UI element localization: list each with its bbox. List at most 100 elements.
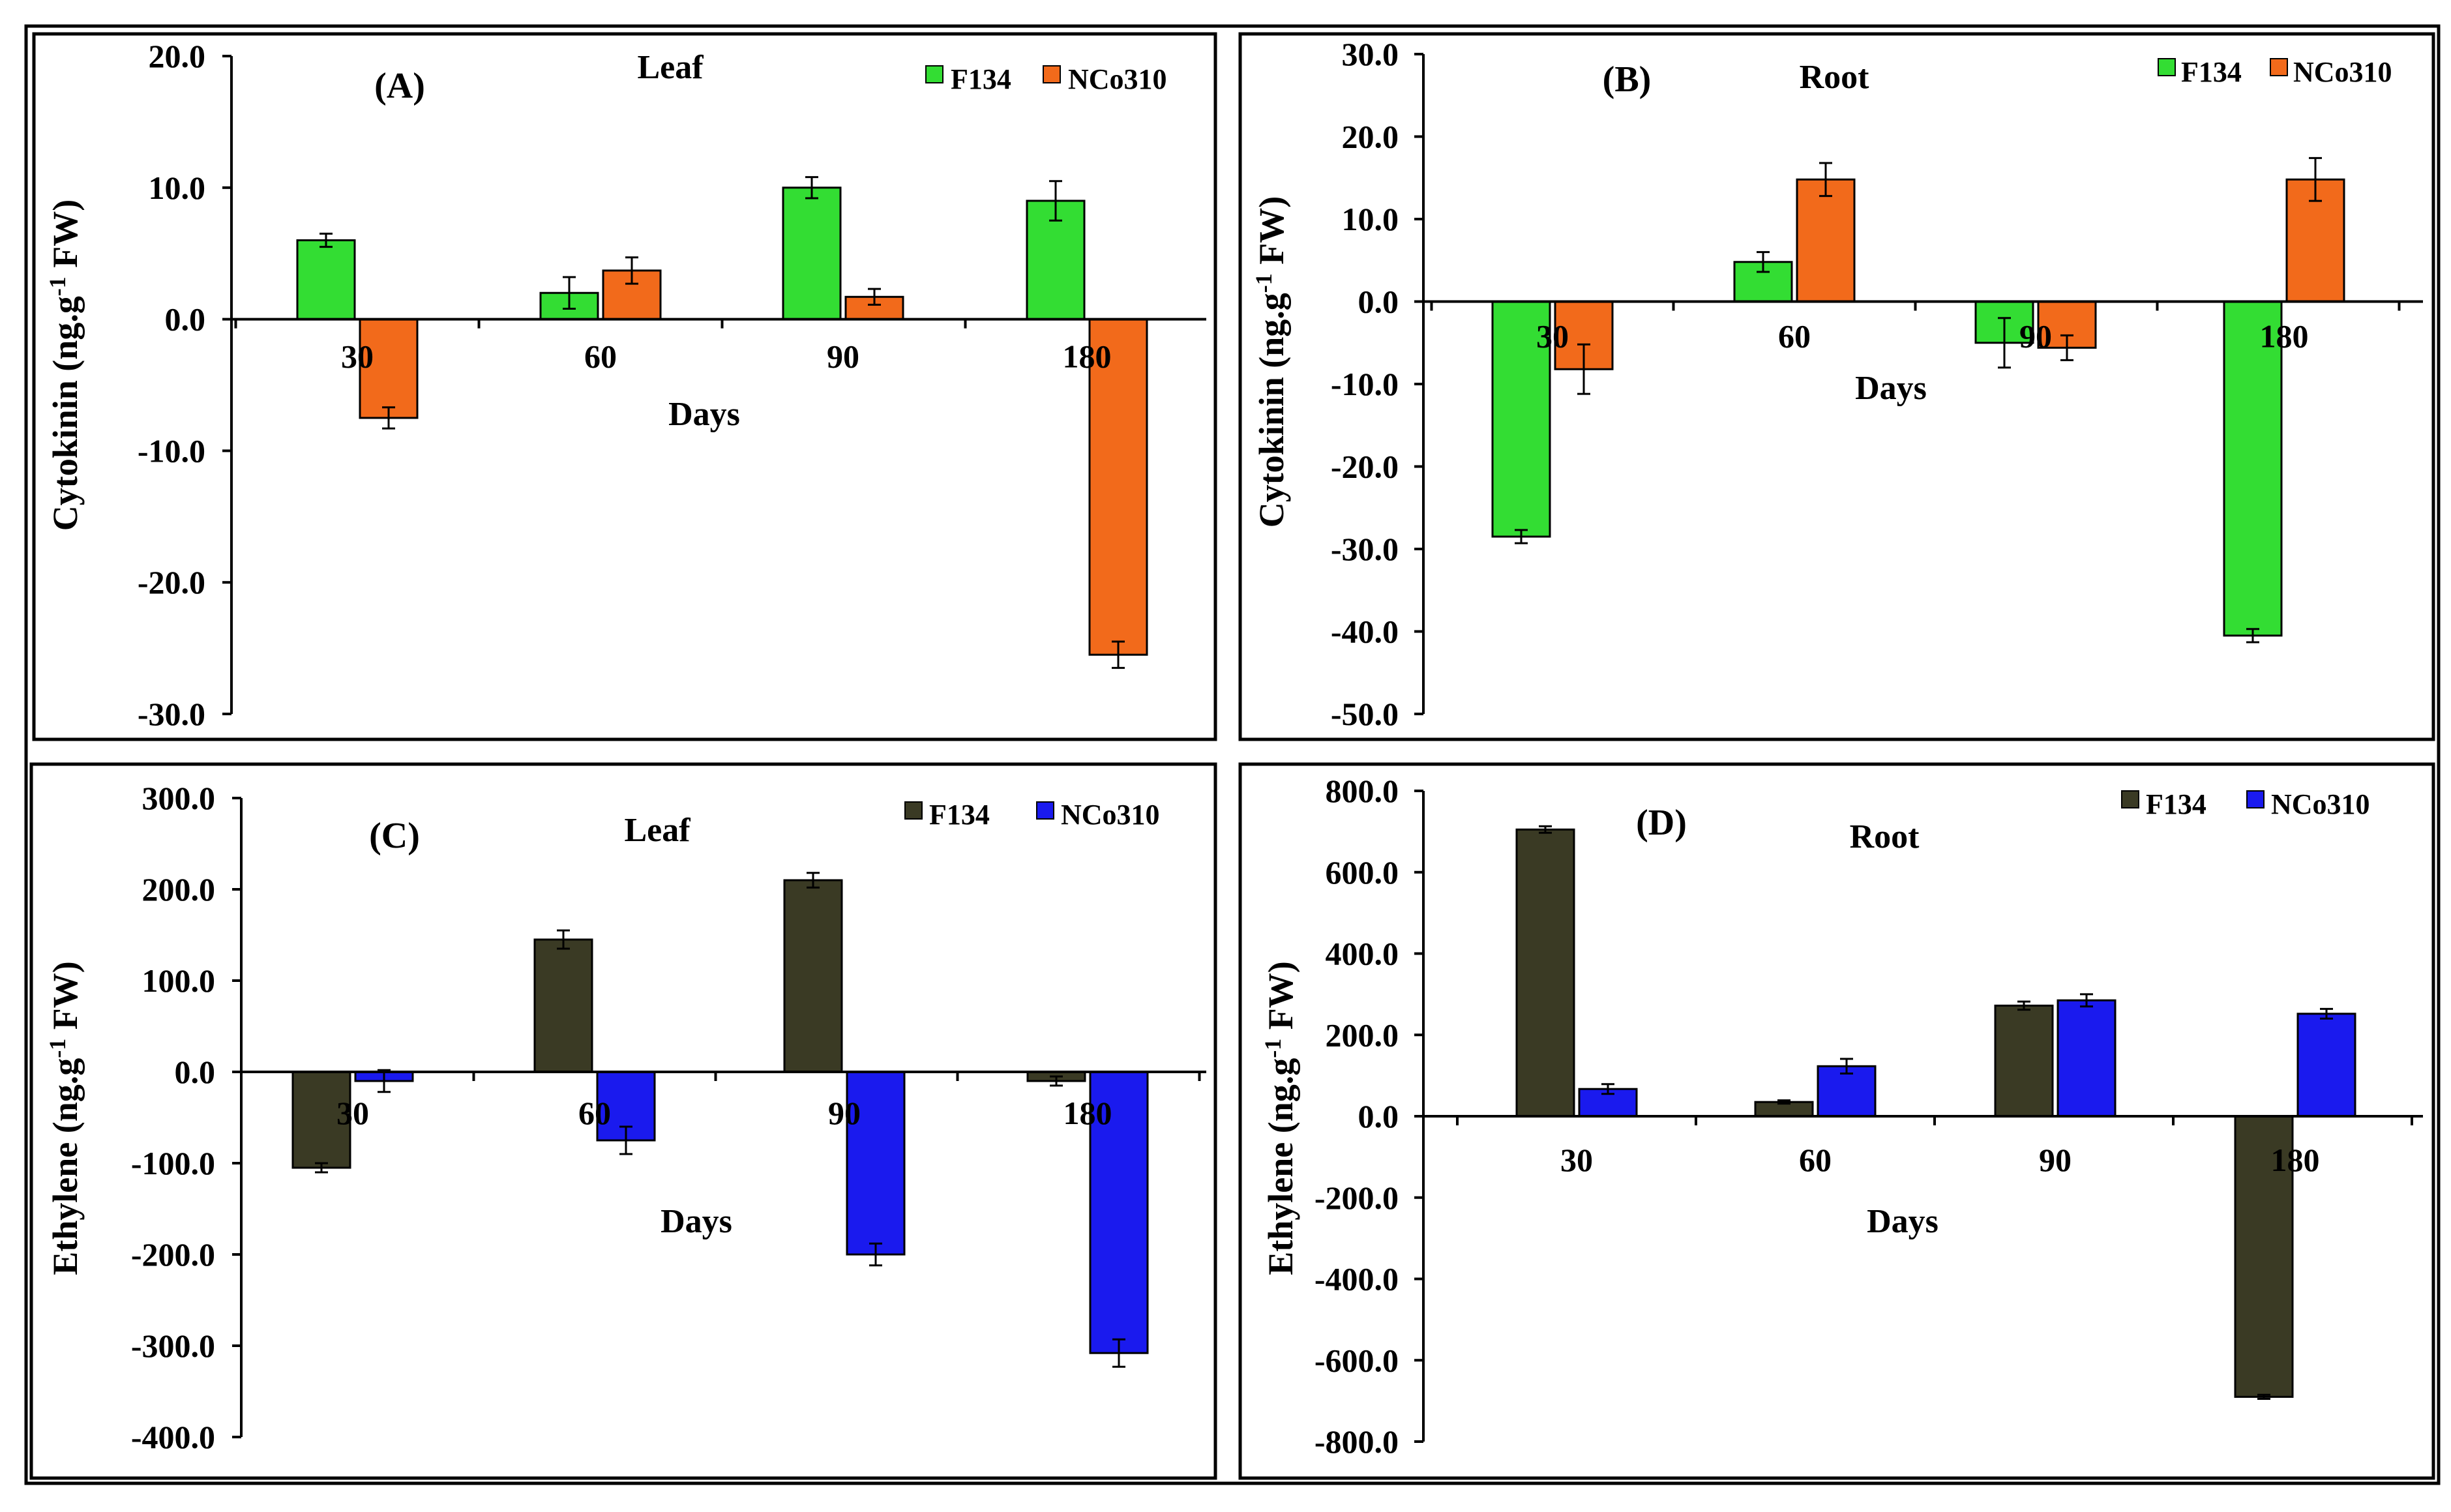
x-category-label: 90 <box>2019 318 2052 355</box>
y-tick-label: -30.0 <box>1331 531 1399 567</box>
y-axis-title: Cytokinin (ng.g-1 FW) <box>44 200 85 531</box>
y-tick-label: -300.0 <box>131 1327 215 1364</box>
bar-nco310-90 <box>2057 999 2117 1118</box>
legend-swatch-nco310 <box>1043 65 1061 83</box>
panel-d-frame <box>1238 762 2435 1480</box>
x-category-label: 30 <box>1536 318 1569 355</box>
y-axis-title: Cytokinin (ng.g-1 FW) <box>1251 196 1291 528</box>
y-tick-label: -100.0 <box>131 1145 215 1181</box>
x-category-label: 60 <box>1799 1142 1832 1178</box>
legend-swatch-f134 <box>925 65 943 83</box>
bar-f134-90 <box>783 879 843 1073</box>
bar-nco310-60 <box>1796 178 1856 303</box>
y-tick-label: 10.0 <box>1342 201 1399 237</box>
y-tick-label: -30.0 <box>138 696 205 732</box>
x-axis-title: Days <box>661 1203 732 1240</box>
bar-f134-90 <box>1994 1004 2054 1118</box>
y-tick-label: -50.0 <box>1331 696 1399 732</box>
x-category-label: 60 <box>578 1095 611 1131</box>
panel-label: (B) <box>1603 59 1652 100</box>
bar-f134-30 <box>1491 301 1551 538</box>
x-category-label: 30 <box>1560 1142 1593 1178</box>
legend-swatch-f134 <box>2158 58 2176 76</box>
legend-swatch-nco310 <box>2270 58 2288 76</box>
panel-c-chart: 300.0 200.0 100.0 0.0 -100.0 -200.0 -300.0 -400… <box>44 780 1206 1455</box>
legend-label-nco310: NCo310 <box>1068 63 1167 95</box>
panel-a-chart: 20.0 10.0 0.0 -10.0 -20.0 -30.0 30 60 90 180 Days (… <box>44 38 1206 732</box>
bar-f134-30 <box>1515 828 1575 1118</box>
y-tick-label: 600.0 <box>1326 854 1399 891</box>
y-tick-label: -400.0 <box>131 1419 215 1455</box>
panel-title: Leaf <box>637 49 704 86</box>
legend-label-nco310: NCo310 <box>2293 56 2392 88</box>
legend-label-f134: F134 <box>929 799 990 831</box>
panel-d-chart: 800.0 600.0 400.0 200.0 0.0 -200.0 -400.0 -600.… <box>1260 773 2423 1460</box>
legend-swatch-f134 <box>2121 790 2139 808</box>
x-category-label: 30 <box>341 338 374 375</box>
y-tick-label: 0.0 <box>1358 284 1399 320</box>
bar-f134-30 <box>296 239 356 321</box>
x-category-label: 90 <box>828 1095 861 1131</box>
panel-c-frame <box>29 762 1217 1480</box>
y-tick-label: -20.0 <box>1331 449 1399 485</box>
x-category-label: 180 <box>1063 338 1112 375</box>
y-tick-label: 200.0 <box>1326 1016 1399 1053</box>
y-tick-label: 200.0 <box>142 871 216 908</box>
x-category-label: 180 <box>1063 1095 1112 1131</box>
x-category-label: 60 <box>584 338 617 375</box>
y-tick-label: 20.0 <box>149 38 206 74</box>
y-tick-label: -20.0 <box>138 564 205 600</box>
bar-f134-90 <box>782 186 842 321</box>
y-tick-label: 20.0 <box>1342 119 1399 155</box>
y-tick-label: -800.0 <box>1315 1423 1399 1460</box>
legend-swatch-nco310 <box>2246 790 2265 808</box>
x-axis-title: Days <box>668 396 740 433</box>
panel-label: (A) <box>374 66 425 106</box>
legend-label-f134: F134 <box>2181 56 2242 88</box>
y-tick-label: -200.0 <box>131 1236 215 1273</box>
y-tick-label: 10.0 <box>149 170 206 206</box>
x-category-label: 180 <box>2260 318 2309 355</box>
bar-f134-60 <box>533 938 593 1073</box>
x-category-label: 180 <box>2271 1142 2320 1178</box>
y-tick-label: 400.0 <box>1326 936 1399 972</box>
legend-label-f134: F134 <box>2146 788 2206 820</box>
y-tick-label: -400.0 <box>1315 1261 1399 1297</box>
y-tick-label: -600.0 <box>1315 1342 1399 1378</box>
y-tick-label: 300.0 <box>142 780 216 816</box>
y-tick-label: 30.0 <box>1342 36 1399 72</box>
legend-label-f134: F134 <box>951 63 1011 95</box>
outer-frame <box>24 24 2441 1485</box>
y-tick-label: 0.0 <box>1358 1098 1399 1134</box>
bar-nco310-30 <box>359 318 419 419</box>
x-category-label: 90 <box>2039 1142 2072 1178</box>
y-tick-label: -10.0 <box>138 432 205 469</box>
panel-b-chart: 30.0 20.0 10.0 0.0 -10.0 -20.0 -30.0 -40.0 -50.0… <box>1251 36 2423 732</box>
y-tick-label: 100.0 <box>142 962 216 999</box>
x-category-label: 90 <box>827 338 859 375</box>
bar-nco310-180 <box>1089 1071 1149 1354</box>
bar-nco310-60 <box>1817 1065 1877 1118</box>
y-tick-label: -40.0 <box>1331 614 1399 650</box>
bar-nco310-180 <box>2296 1013 2356 1118</box>
y-tick-label: 0.0 <box>175 1054 216 1090</box>
y-tick-label: -10.0 <box>1331 366 1399 402</box>
y-tick-label: 0.0 <box>165 301 206 338</box>
y-tick-label: -200.0 <box>1315 1179 1399 1216</box>
panel-a-frame <box>32 32 1217 741</box>
x-axis-title: Days <box>1855 370 1927 407</box>
panel-b-frame <box>1238 32 2435 741</box>
y-axis-title: Ethylene (ng.g-1 FW) <box>44 961 85 1275</box>
panel-label: (D) <box>1636 803 1687 843</box>
panel-title: Root <box>1850 818 1920 855</box>
y-axis-title: Ethylene (ng.g-1 FW) <box>1260 961 1300 1275</box>
x-category-label: 60 <box>1778 318 1811 355</box>
panel-label: (C) <box>369 816 420 856</box>
panel-title: Leaf <box>624 812 691 849</box>
x-category-label: 30 <box>336 1095 369 1131</box>
legend-label-nco310: NCo310 <box>2271 788 2370 820</box>
legend-swatch-f134 <box>904 801 923 820</box>
x-axis-title: Days <box>1867 1203 1939 1240</box>
legend-label-nco310: NCo310 <box>1061 799 1160 831</box>
